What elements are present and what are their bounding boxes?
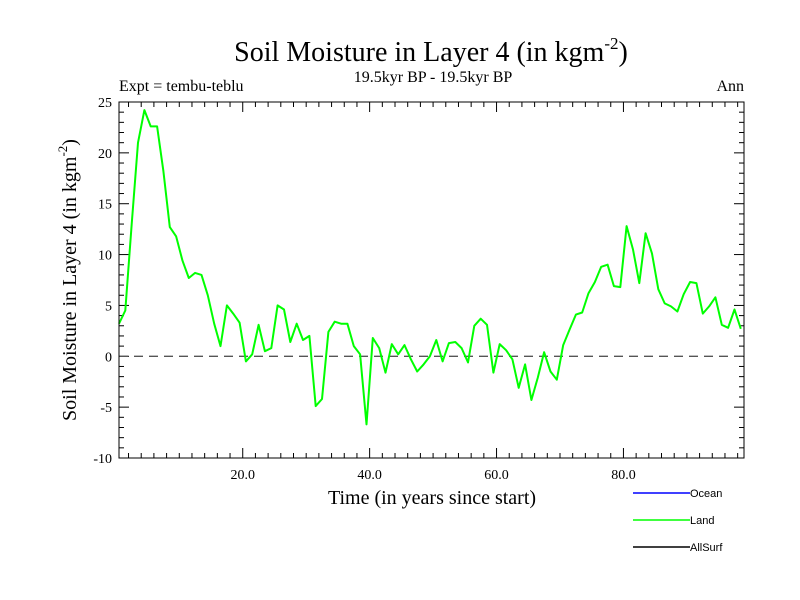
period-label: Ann — [716, 78, 744, 95]
y-tick-label: 10 — [98, 249, 112, 264]
chart-subtitle: 19.5kyr BP - 19.5kyr BP — [354, 69, 513, 86]
plot-frame — [118, 101, 745, 459]
y-tick-label: 15 — [98, 198, 112, 213]
y-tick-label: -10 — [93, 452, 112, 467]
experiment-label: Expt = tembu-teblu — [119, 78, 244, 95]
legend-label-land: Land — [690, 515, 714, 527]
y-tick-label: 20 — [98, 147, 112, 162]
series-line-land — [118, 109, 742, 426]
x-tick-label: 40.0 — [357, 468, 382, 483]
y-axis-label: Soil Moisture in Layer 4 (in kgm-2) — [55, 139, 81, 421]
x-tick-label: 60.0 — [484, 468, 509, 483]
y-tick-label: 25 — [98, 96, 112, 111]
y-tick-label: 0 — [105, 350, 112, 365]
x-tick-label: 20.0 — [230, 468, 255, 483]
chart-title: Soil Moisture in Layer 4 (in kgm-2) — [234, 34, 628, 68]
legend-label-ocean: Ocean — [690, 488, 722, 500]
y-tick-label: 5 — [105, 299, 112, 314]
y-tick-label: -5 — [100, 401, 112, 416]
x-axis-label: Time (in years since start) — [328, 487, 536, 509]
legend-label-allsurf: AllSurf — [690, 542, 723, 554]
x-tick-label: 80.0 — [611, 468, 636, 483]
